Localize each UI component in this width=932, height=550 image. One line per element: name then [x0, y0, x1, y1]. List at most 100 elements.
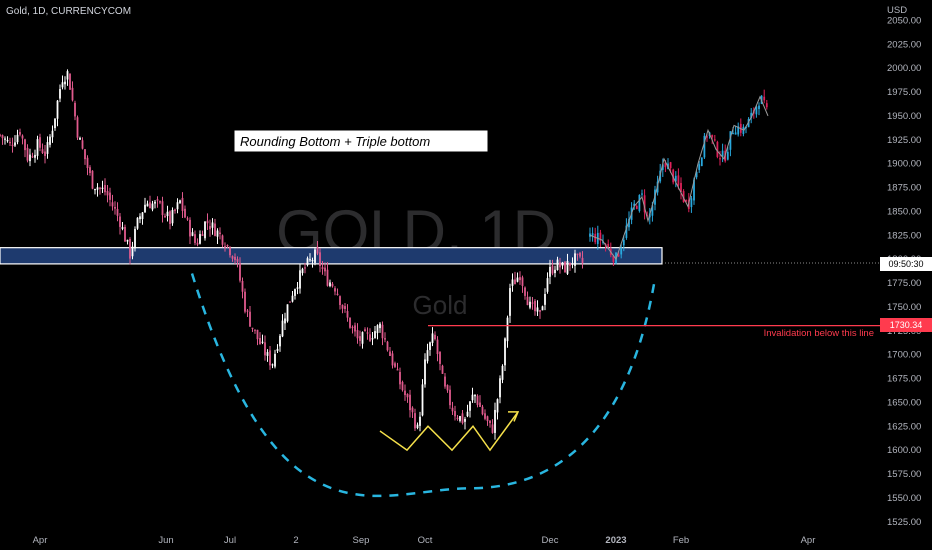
candle [89, 165, 91, 176]
price-tick: 1650.00 [887, 397, 921, 408]
price-tick: 1675.00 [887, 374, 921, 385]
candle [186, 216, 189, 221]
time-axis[interactable]: Apr Jun Jul 2 Sep Oct Dec 2023 Feb Apr [33, 535, 816, 546]
candle [54, 118, 56, 131]
candle [396, 362, 399, 371]
candle [91, 170, 94, 190]
candle [526, 291, 529, 306]
candle [491, 419, 494, 434]
candle [551, 259, 554, 276]
candle [299, 263, 301, 294]
projection-candle [716, 140, 719, 159]
invalidation-badge-text: 1730.34 [890, 320, 923, 330]
projection-candle [729, 131, 732, 157]
projection-candle [726, 146, 729, 161]
candle [136, 217, 139, 230]
price-tick: 1900.00 [887, 159, 921, 170]
candle [496, 398, 499, 420]
candle [319, 248, 321, 273]
projection-candle [763, 89, 766, 104]
candle [76, 115, 79, 140]
candle [484, 409, 486, 421]
candle [104, 178, 106, 196]
candle [166, 205, 169, 222]
candle [581, 251, 584, 269]
candle [79, 136, 81, 140]
candle [406, 393, 409, 403]
candle [196, 238, 199, 247]
candle [469, 401, 471, 418]
projection-candle [700, 157, 703, 167]
candle [336, 288, 339, 296]
candle [511, 273, 514, 292]
candle [516, 272, 519, 283]
candle [311, 257, 314, 268]
candle [561, 261, 564, 270]
candle [274, 349, 276, 369]
candle [564, 260, 566, 273]
candle [39, 133, 41, 152]
candle [126, 239, 129, 245]
projection-candle [617, 252, 620, 257]
projection-candle [591, 227, 594, 242]
candle [381, 321, 384, 346]
candle [379, 322, 381, 333]
price-tick: 2000.00 [887, 63, 921, 74]
time-tick: 2023 [605, 535, 626, 546]
time-tick: Jul [224, 535, 236, 546]
projection-candle [682, 189, 685, 203]
candle [439, 351, 441, 371]
projection-candle [620, 243, 623, 259]
candle [291, 291, 294, 303]
projection-candle [750, 108, 753, 124]
invalidation-label: Invalidation below this line [764, 328, 874, 339]
projection-candle [737, 122, 740, 137]
candle [154, 200, 156, 209]
candle [49, 134, 51, 148]
candle [284, 312, 286, 331]
candle [41, 143, 44, 155]
candle [546, 272, 549, 294]
candle [519, 271, 521, 285]
candle [184, 205, 186, 219]
candle [81, 137, 84, 150]
candle [474, 394, 476, 403]
projection-candle [755, 105, 758, 118]
projection-candle [589, 227, 591, 242]
candle [504, 337, 506, 372]
projection-candle [677, 168, 680, 190]
triple-bottom-arrowhead [508, 411, 520, 422]
candle [19, 128, 21, 137]
candle [531, 296, 534, 310]
candle [576, 253, 579, 261]
candle [244, 288, 246, 314]
projection-candle [643, 189, 646, 220]
candle [506, 315, 509, 348]
candle [371, 332, 374, 346]
candle [149, 195, 151, 209]
candle [459, 415, 461, 423]
candle [326, 262, 329, 287]
projection-candle [633, 200, 636, 210]
price-tick: 1850.00 [887, 206, 921, 217]
candle [36, 135, 39, 160]
candle [521, 275, 524, 293]
candle [374, 325, 376, 339]
candle [236, 256, 239, 268]
candle [114, 201, 116, 215]
price-tick: 1625.00 [887, 421, 921, 432]
candle [384, 332, 386, 343]
candle [449, 385, 451, 409]
candle [209, 219, 211, 237]
candle [234, 253, 236, 264]
candle [579, 251, 581, 259]
candle [31, 152, 34, 158]
price-tick: 1750.00 [887, 302, 921, 313]
candle [71, 81, 74, 102]
candle [549, 259, 551, 285]
price-tick: 2050.00 [887, 15, 921, 26]
time-tick: 2 [293, 535, 298, 546]
candle [354, 322, 356, 337]
